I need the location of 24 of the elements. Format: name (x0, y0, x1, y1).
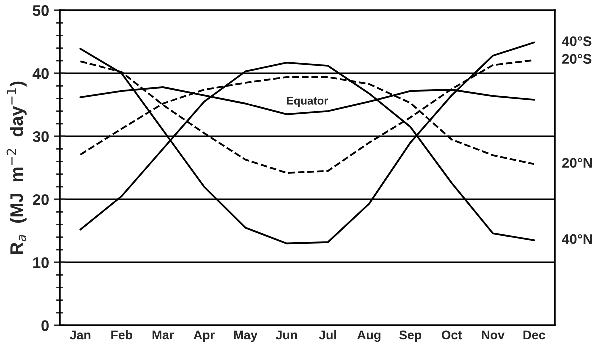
x-tick-label: Nov (482, 330, 505, 340)
x-tick-label: Apr (194, 330, 215, 342)
x-tick-label: Jun (276, 330, 298, 340)
annotation: Equator (287, 97, 328, 108)
y-tick-label: 20 (33, 194, 49, 206)
y-tick-label: 0 (42, 320, 49, 332)
text: 40°S (562, 36, 592, 46)
y-axis-title: R$_{a}$ (MJ m$^{−2}$ day$^{−1}$) (6, 82, 27, 254)
y-tick-label: 10 (34, 257, 49, 268)
x-tick-label: Sep (400, 330, 422, 342)
x-tick-label: Jan (70, 330, 91, 340)
y-tick-label: 30 (32, 131, 49, 142)
text: 20°S (562, 54, 592, 64)
x-tick-label: Oct (442, 330, 462, 340)
x-tick-label: Aug (358, 330, 381, 342)
y-tick-label: 40 (32, 68, 49, 80)
x-tick-label: Feb (112, 330, 132, 340)
y-tick-label: 50 (33, 5, 49, 16)
x-tick-label: Dec (524, 330, 546, 340)
x-tick-label: Mar (152, 330, 174, 340)
x-tick-label: May (234, 330, 258, 342)
x-tick-label: Jul (319, 330, 336, 340)
text: 20°N (562, 158, 592, 168)
text: 40°N (562, 234, 592, 244)
